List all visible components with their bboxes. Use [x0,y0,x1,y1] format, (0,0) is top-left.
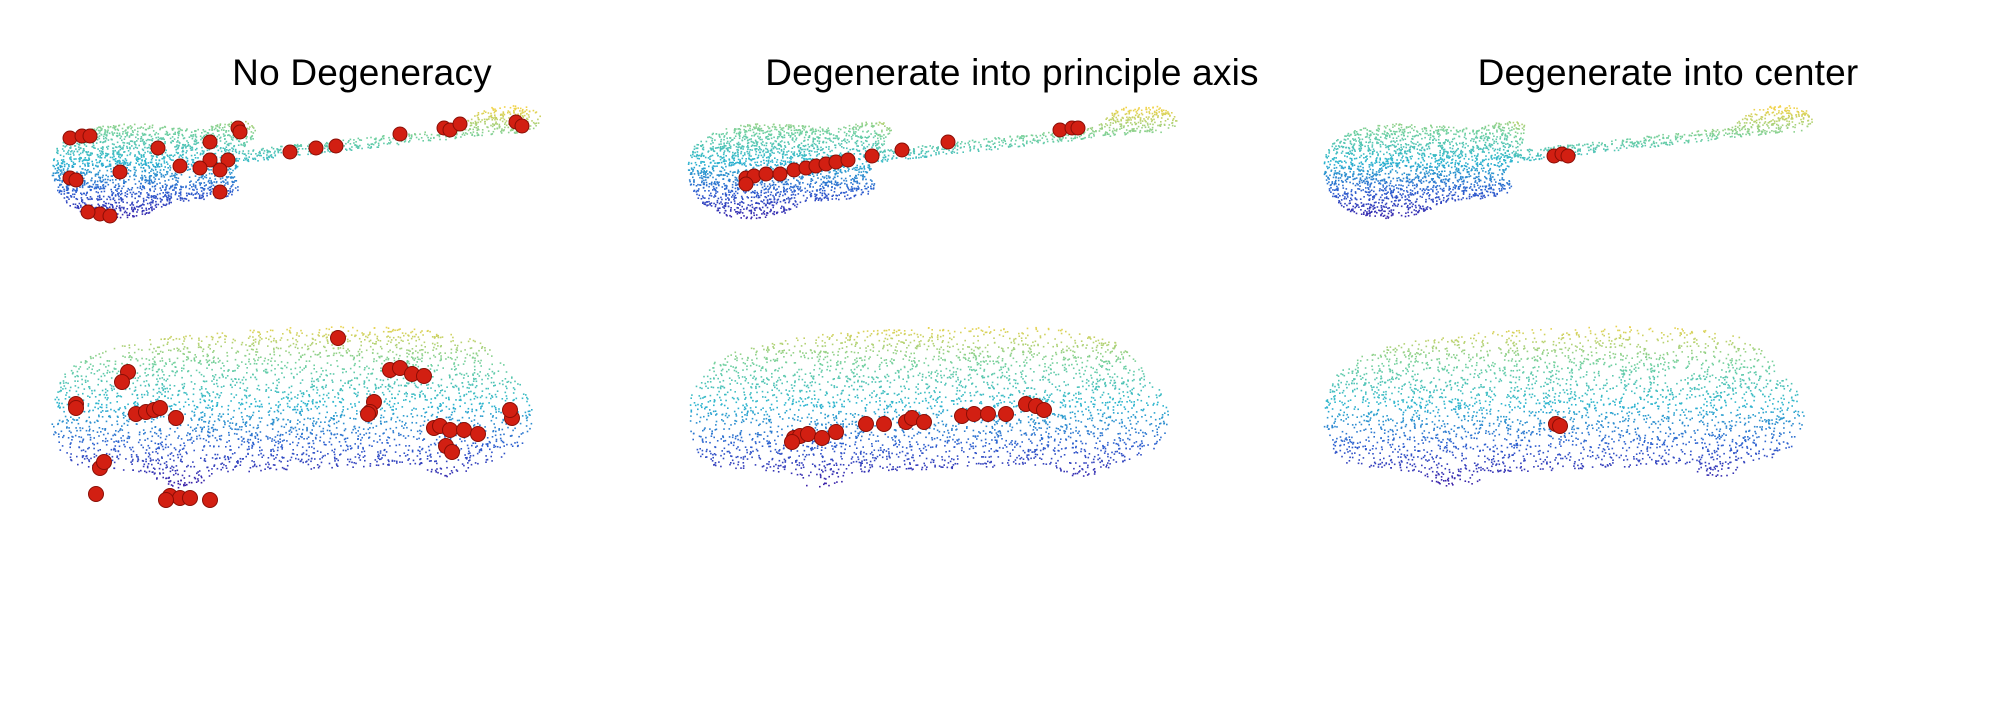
keypoint-marker [858,416,874,432]
keypoint-marker [172,158,188,174]
keypoint-marker [232,124,248,140]
keypoint-marker [202,492,218,508]
keypoint-marker [102,208,118,224]
column-title-center: Degenerate into center [1477,52,1859,93]
keypoint-marker [758,166,774,182]
keypoint-marker [158,492,174,508]
keypoint-marker [980,406,996,422]
keypoint-marker [80,204,96,220]
keypoint-marker [392,126,408,142]
point-cloud [1323,325,1805,487]
keypoint-marker [966,406,982,422]
keypoint-marker [1560,148,1576,164]
keypoint-marker [68,400,84,416]
keypoints [738,120,1086,192]
keypoint-marker [514,118,530,134]
keypoint-marker [452,116,468,132]
keypoint-marker [828,424,844,440]
keypoint-marker [502,402,518,418]
keypoint-marker [308,140,324,156]
keypoint-marker [220,152,236,168]
keypoints [784,396,1052,450]
point-cloud [51,325,533,489]
keypoint-marker [88,486,104,502]
keypoint-marker [212,184,228,200]
keypoint-marker [212,162,228,178]
guitar-point-cloud-svg [687,105,1178,220]
keypoint-marker [1036,402,1052,418]
panel-guitar-center [1312,105,1832,236]
keypoint-marker [894,142,910,158]
keypoint-marker [470,426,486,442]
keypoint-marker [202,152,218,168]
keypoint-marker [68,172,84,188]
keypoint-marker [360,406,376,422]
keypoints [68,330,520,508]
keypoints [1548,416,1568,434]
keypoint-marker [772,166,788,182]
keypoint-marker [940,134,956,150]
keypoint-marker [112,164,128,180]
keypoint-marker [192,160,208,176]
car-point-cloud-svg [51,325,533,508]
car-point-cloud-svg [1323,325,1805,487]
keypoint-marker [784,434,800,450]
keypoint-marker [152,400,168,416]
keypoint-marker [168,410,184,426]
keypoint-marker [876,416,892,432]
keypoint-marker [916,414,932,430]
keypoint-marker [114,374,130,390]
keypoint-marker [416,368,432,384]
panel-guitar-principle-axis [676,105,1196,236]
keypoint-marker [182,490,198,506]
panel-car-no-degeneracy [40,325,560,508]
point-cloud [51,105,541,220]
keypoint-marker [282,144,298,160]
keypoint-marker [96,454,112,470]
keypoint-marker [1552,418,1568,434]
keypoint-marker [82,128,98,144]
keypoint-marker [1070,120,1086,136]
panel-car-center [1312,325,1832,500]
point-cloud [689,326,1169,488]
keypoint-marker [456,422,472,438]
column-title-principle-axis: Degenerate into principle axis [765,52,1259,93]
keypoints [62,114,530,224]
column-title-no-degeneracy: No Degeneracy [232,52,492,93]
keypoint-marker [444,444,460,460]
keypoints [1546,146,1576,164]
keypoint-marker [800,426,816,442]
point-cloud [687,105,1178,220]
guitar-point-cloud-svg [1323,105,1813,220]
keypoint-marker [998,406,1014,422]
keypoint-marker [202,134,218,150]
guitar-point-cloud-svg [51,105,541,224]
keypoint-marker [330,330,346,346]
keypoint-marker [442,422,458,438]
keypoint-marker [328,138,344,154]
panel-guitar-no-degeneracy [40,105,560,236]
keypoint-marker [738,176,754,192]
keypoint-marker [814,430,830,446]
keypoint-marker [864,148,880,164]
panel-car-principle-axis [676,326,1196,500]
keypoint-marker [150,140,166,156]
car-point-cloud-svg [689,326,1169,488]
keypoint-marker [840,152,856,168]
